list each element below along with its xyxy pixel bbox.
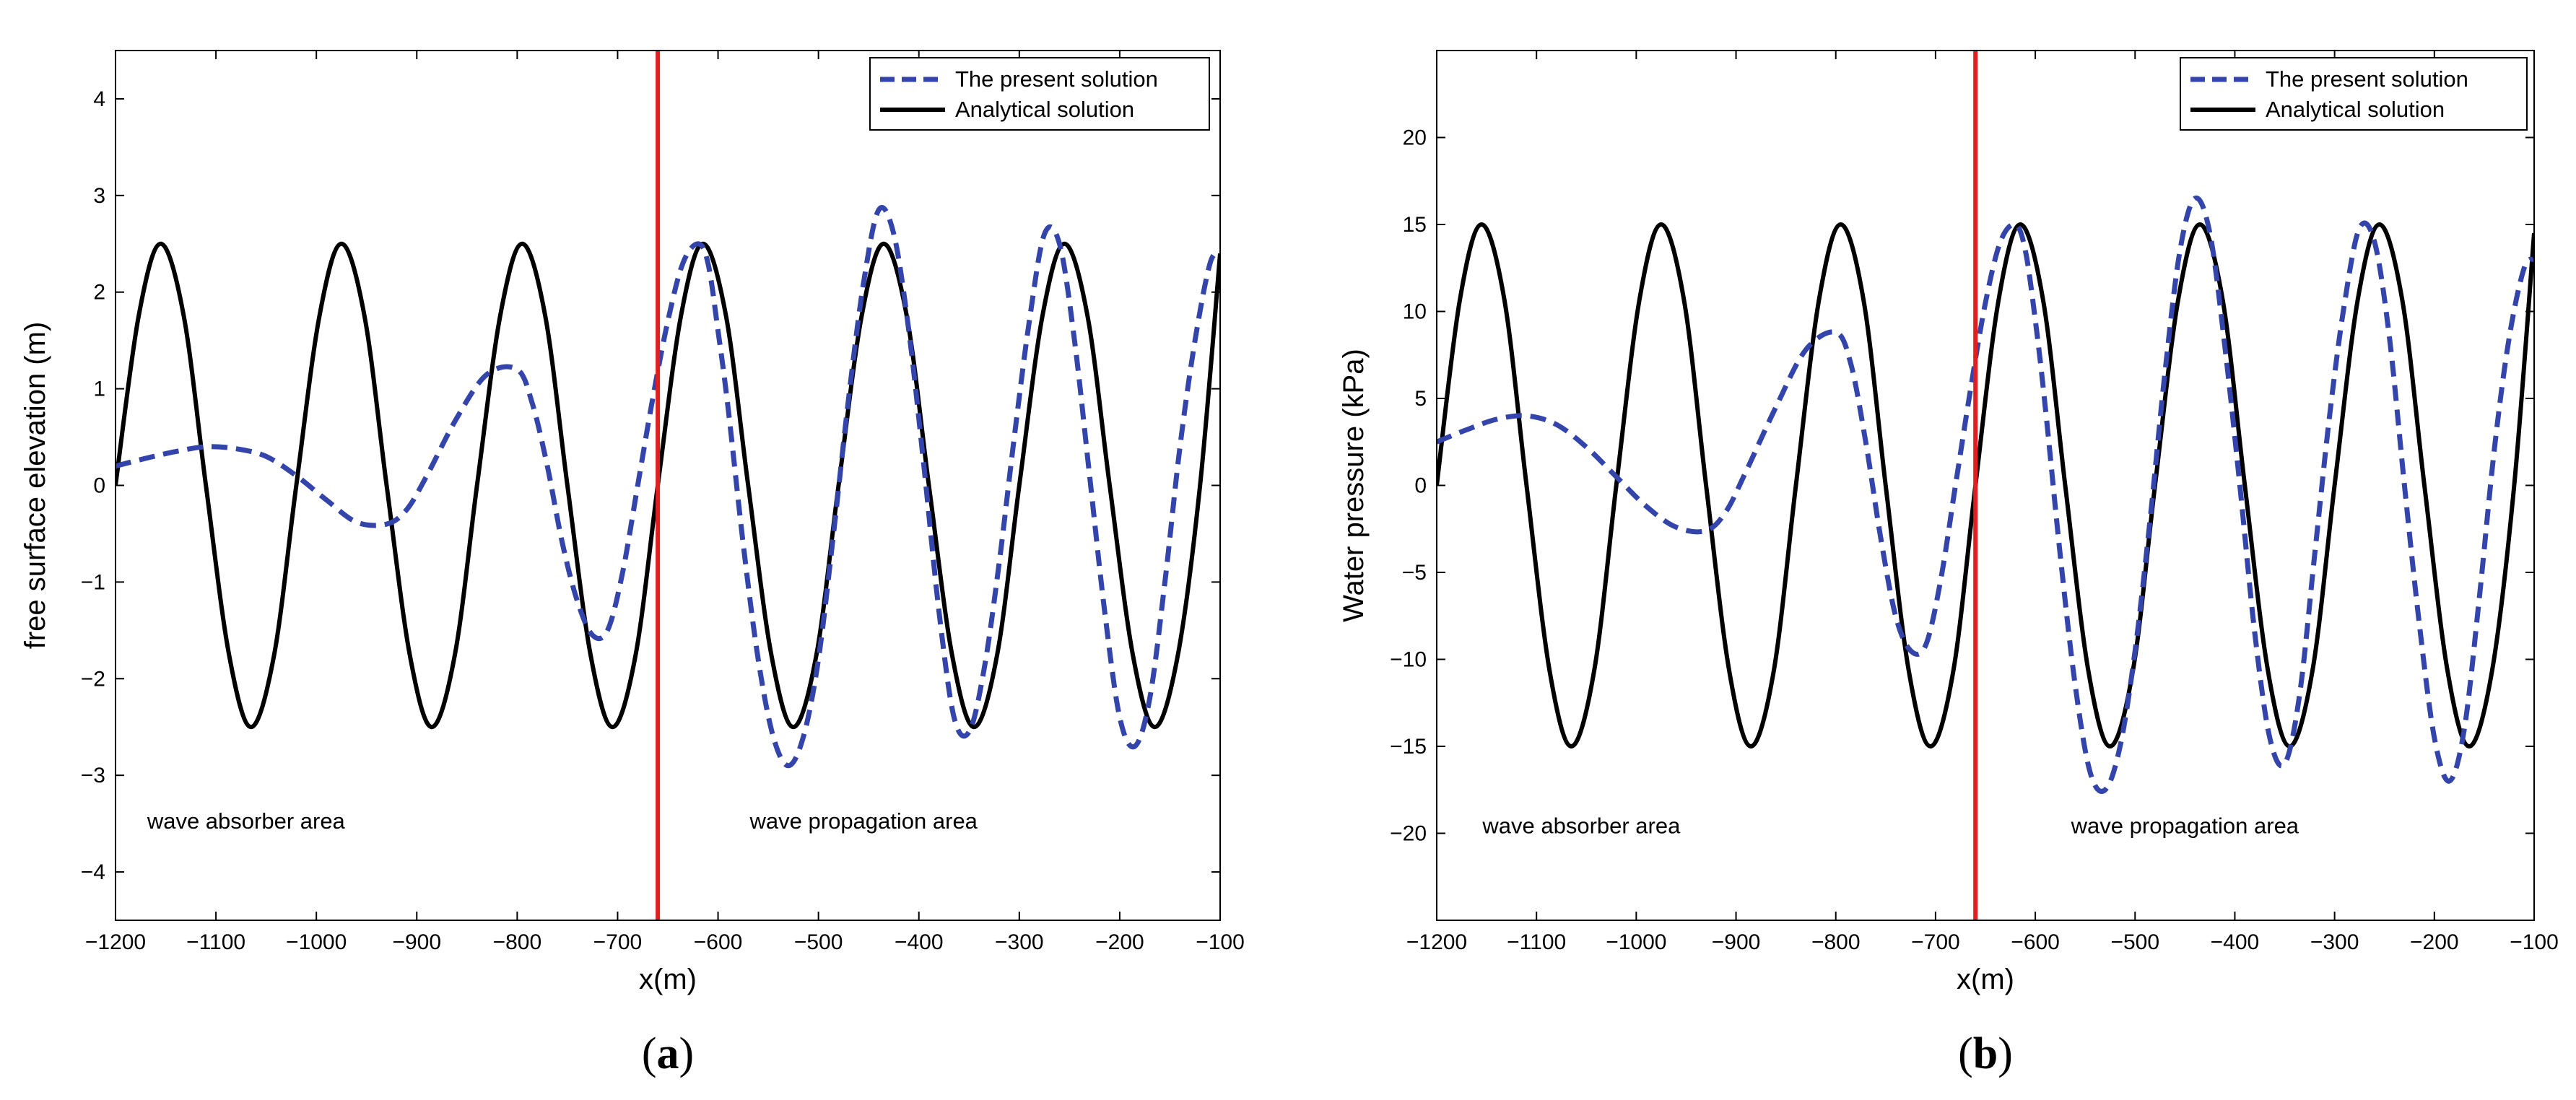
x-tick-label: −500 — [2110, 930, 2159, 954]
panel-label-open: ( — [642, 1029, 657, 1078]
panel-label: (b) — [1958, 1029, 2013, 1078]
plot-frame — [1436, 50, 2535, 921]
legend-label: Analytical solution — [2266, 97, 2445, 122]
series-line-present-solution — [116, 205, 1220, 769]
panel-label-close: ) — [679, 1029, 695, 1078]
x-axis-label: x(m) — [1957, 964, 2014, 995]
x-axis-label: x(m) — [639, 964, 697, 995]
y-tick-label: 1 — [93, 377, 105, 401]
series-line-analytical-solution — [116, 241, 1220, 730]
y-tick-label: 2 — [93, 281, 105, 305]
x-tick-label: −1200 — [1406, 930, 1467, 954]
y-tick-label: −5 — [1402, 561, 1427, 585]
legend-box — [2180, 57, 2528, 131]
area-annotation: wave absorber area — [1481, 813, 1681, 839]
y-tick-label: 20 — [1403, 126, 1427, 150]
x-tick-label: −400 — [2211, 930, 2260, 954]
y-tick-label: 5 — [1414, 387, 1427, 411]
legend-label: Analytical solution — [955, 97, 1134, 122]
x-tick-label: −200 — [1095, 930, 1144, 954]
x-tick-label: −100 — [1196, 930, 1245, 954]
x-tick-label: −800 — [1811, 930, 1861, 954]
x-tick-label: −1000 — [286, 930, 347, 954]
legend: The present solution Analytical solution — [869, 57, 1210, 131]
chart-panel-a: −1200 −1100 −1000 −900 −800 −700 −600 −500 −400−… — [19, 50, 1245, 1078]
x-tick-label: −900 — [392, 930, 441, 954]
x-tick-label: −100 — [2510, 930, 2559, 954]
x-tick-label: −600 — [2011, 930, 2060, 954]
area-annotation: wave absorber area — [147, 808, 346, 834]
plot-frame — [115, 50, 1221, 921]
y-tick-label: −10 — [1390, 648, 1427, 672]
x-tick-label: −300 — [2310, 930, 2359, 954]
x-tick-label: −400 — [895, 930, 944, 954]
y-tick-label: 0 — [1414, 474, 1427, 498]
y-tick-label: −15 — [1390, 735, 1427, 759]
plot-area — [116, 51, 1220, 920]
legend: The present solution Analytical solution — [2180, 57, 2528, 131]
x-tick-label: −300 — [995, 930, 1044, 954]
series-line-present-solution — [1437, 195, 2534, 794]
x-tick-label: −900 — [1712, 930, 1761, 954]
y-axis-label: Water pressure (kPa) — [1338, 349, 1370, 622]
panel-label-letter: b — [1973, 1029, 1998, 1078]
panel-label-open: ( — [1958, 1029, 1973, 1078]
chart-panel-b: −1200 −1100 −1000 −900 −800 −700 −600 −500 −400−… — [1338, 50, 2559, 1078]
x-tick-label: −1000 — [1606, 930, 1666, 954]
panel-label-letter: a — [657, 1029, 679, 1078]
x-tick-label: −500 — [794, 930, 843, 954]
series-group — [116, 205, 1220, 769]
plot-area — [1437, 51, 2534, 920]
x-tick-label: −700 — [593, 930, 643, 954]
y-tick-label: 10 — [1403, 300, 1427, 324]
legend-box — [869, 57, 1210, 131]
legend-label: The present solution — [955, 66, 1158, 92]
y-tick-label: −3 — [81, 764, 105, 787]
y-tick-label: −1 — [81, 570, 105, 594]
series-line-analytical-solution — [1437, 222, 2534, 748]
panel-label-close: ) — [1998, 1029, 2013, 1078]
y-tick-label: 3 — [93, 184, 105, 208]
area-annotation: wave propagation area — [749, 808, 978, 834]
x-tick-label: −200 — [2410, 930, 2459, 954]
x-tick-label: −800 — [493, 930, 542, 954]
legend-label: The present solution — [2266, 66, 2468, 92]
y-tick-label: −20 — [1390, 822, 1427, 846]
x-tick-label: −600 — [694, 930, 743, 954]
y-tick-label: 0 — [93, 474, 105, 498]
panel-label: (a) — [642, 1029, 694, 1078]
x-tick-label: −1100 — [1507, 930, 1566, 954]
x-tick-label: −1200 — [85, 930, 146, 954]
series-group — [1437, 195, 2534, 794]
y-tick-label: −4 — [81, 860, 105, 884]
y-axis-label: free surface elevation (m) — [19, 322, 51, 650]
x-tick-label: −700 — [1911, 930, 1960, 954]
area-annotation: wave propagation area — [2071, 813, 2299, 839]
x-tick-label: −1100 — [186, 930, 245, 954]
y-tick-label: 15 — [1403, 213, 1427, 237]
y-tick-label: 4 — [93, 87, 105, 111]
y-tick-label: −2 — [81, 667, 105, 691]
